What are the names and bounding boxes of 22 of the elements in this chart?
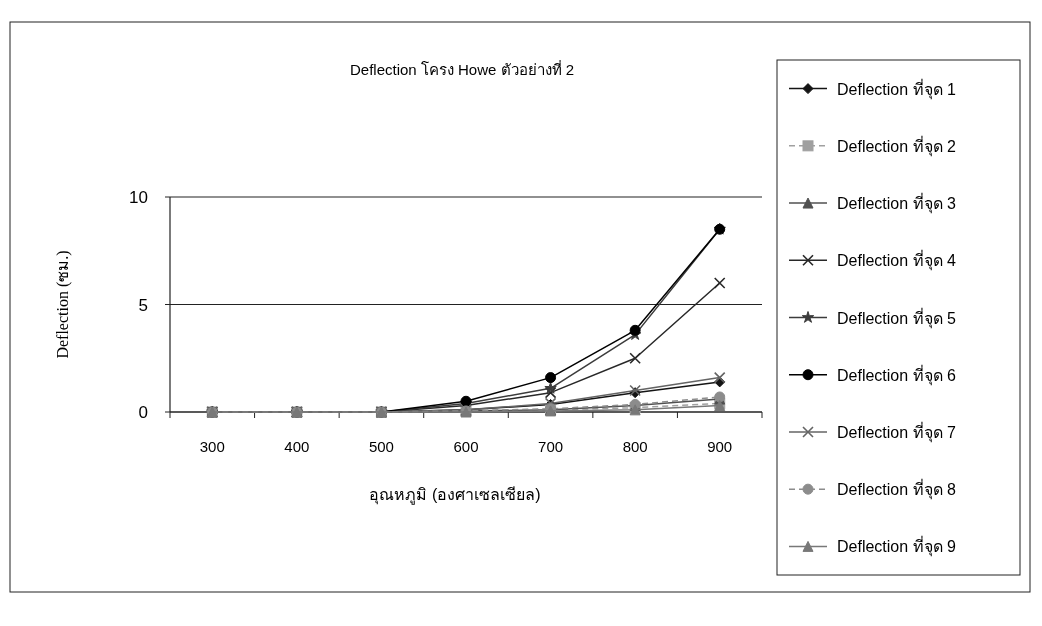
chart-title: Deflection โครง Howe ตัวอย่างที่ 2 bbox=[349, 59, 575, 78]
legend-label: Deflection ที่จุด 5 bbox=[837, 306, 957, 329]
x-axis-title: อุณหภูมิ (องศาเซลเซียล) bbox=[369, 486, 541, 505]
x-tick-label: 400 bbox=[284, 438, 310, 455]
x-tick-label: 600 bbox=[453, 438, 479, 455]
x-tick-label: 500 bbox=[368, 438, 394, 455]
y-tick-label: 0 bbox=[138, 403, 148, 422]
y-tick-label: 10 bbox=[129, 188, 148, 207]
legend-label: Deflection ที่จุด 2 bbox=[837, 134, 957, 157]
x-tick-label: 900 bbox=[707, 438, 733, 455]
legend-label: Deflection ที่จุด 7 bbox=[837, 420, 957, 443]
x-tick-label: 800 bbox=[622, 438, 648, 455]
legend-label: Deflection ที่จุด 4 bbox=[837, 249, 957, 272]
x-tick-label: 700 bbox=[538, 438, 564, 455]
legend-label: Deflection ที่จุด 3 bbox=[837, 192, 957, 215]
legend-label: Deflection ที่จุด 1 bbox=[837, 77, 957, 100]
legend-label: Deflection ที่จุด 6 bbox=[837, 363, 957, 386]
y-tick-label: 5 bbox=[138, 295, 148, 315]
legend-label: Deflection ที่จุด 8 bbox=[837, 478, 957, 501]
legend-label: Deflection ที่จุด 9 bbox=[837, 535, 957, 558]
x-tick-label: 300 bbox=[199, 438, 225, 455]
y-axis-title: Deflection (ซม.) bbox=[54, 250, 72, 359]
